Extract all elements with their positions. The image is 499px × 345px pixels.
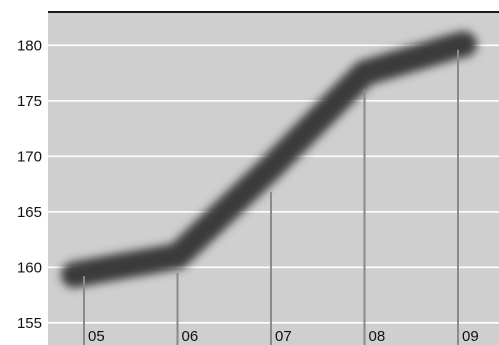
y-tick-label: 155 xyxy=(17,315,42,332)
x-tick-label: 05 xyxy=(88,328,105,345)
x-tick-label: 09 xyxy=(462,328,479,345)
y-tick-label: 165 xyxy=(17,204,42,221)
y-tick-label: 170 xyxy=(17,148,42,165)
y-tick-label: 180 xyxy=(17,37,42,54)
vertical-markers xyxy=(83,49,459,345)
series-group xyxy=(61,31,477,288)
series-line xyxy=(61,31,477,288)
x-axis-ticks: 05 06 07 08 09 xyxy=(88,328,479,345)
y-tick-label: 175 xyxy=(17,93,42,110)
y-tick-label: 160 xyxy=(17,259,42,276)
x-tick-label: 07 xyxy=(275,328,292,345)
x-tick-label: 06 xyxy=(182,328,199,345)
y-axis-ticks: 155 160 165 170 175 180 xyxy=(17,37,42,332)
x-tick-label: 08 xyxy=(369,328,386,345)
